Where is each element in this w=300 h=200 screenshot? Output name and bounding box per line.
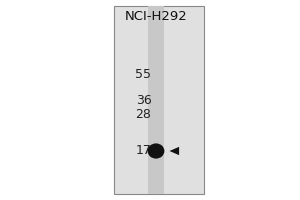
Text: 17: 17	[136, 144, 152, 158]
Text: 55: 55	[136, 68, 152, 80]
Text: 36: 36	[136, 94, 152, 106]
Polygon shape	[169, 147, 179, 155]
Text: 28: 28	[136, 108, 152, 120]
Ellipse shape	[148, 143, 164, 159]
Text: NCI-H292: NCI-H292	[124, 9, 188, 22]
Bar	[148, 6, 164, 194]
Bar	[114, 6, 204, 194]
